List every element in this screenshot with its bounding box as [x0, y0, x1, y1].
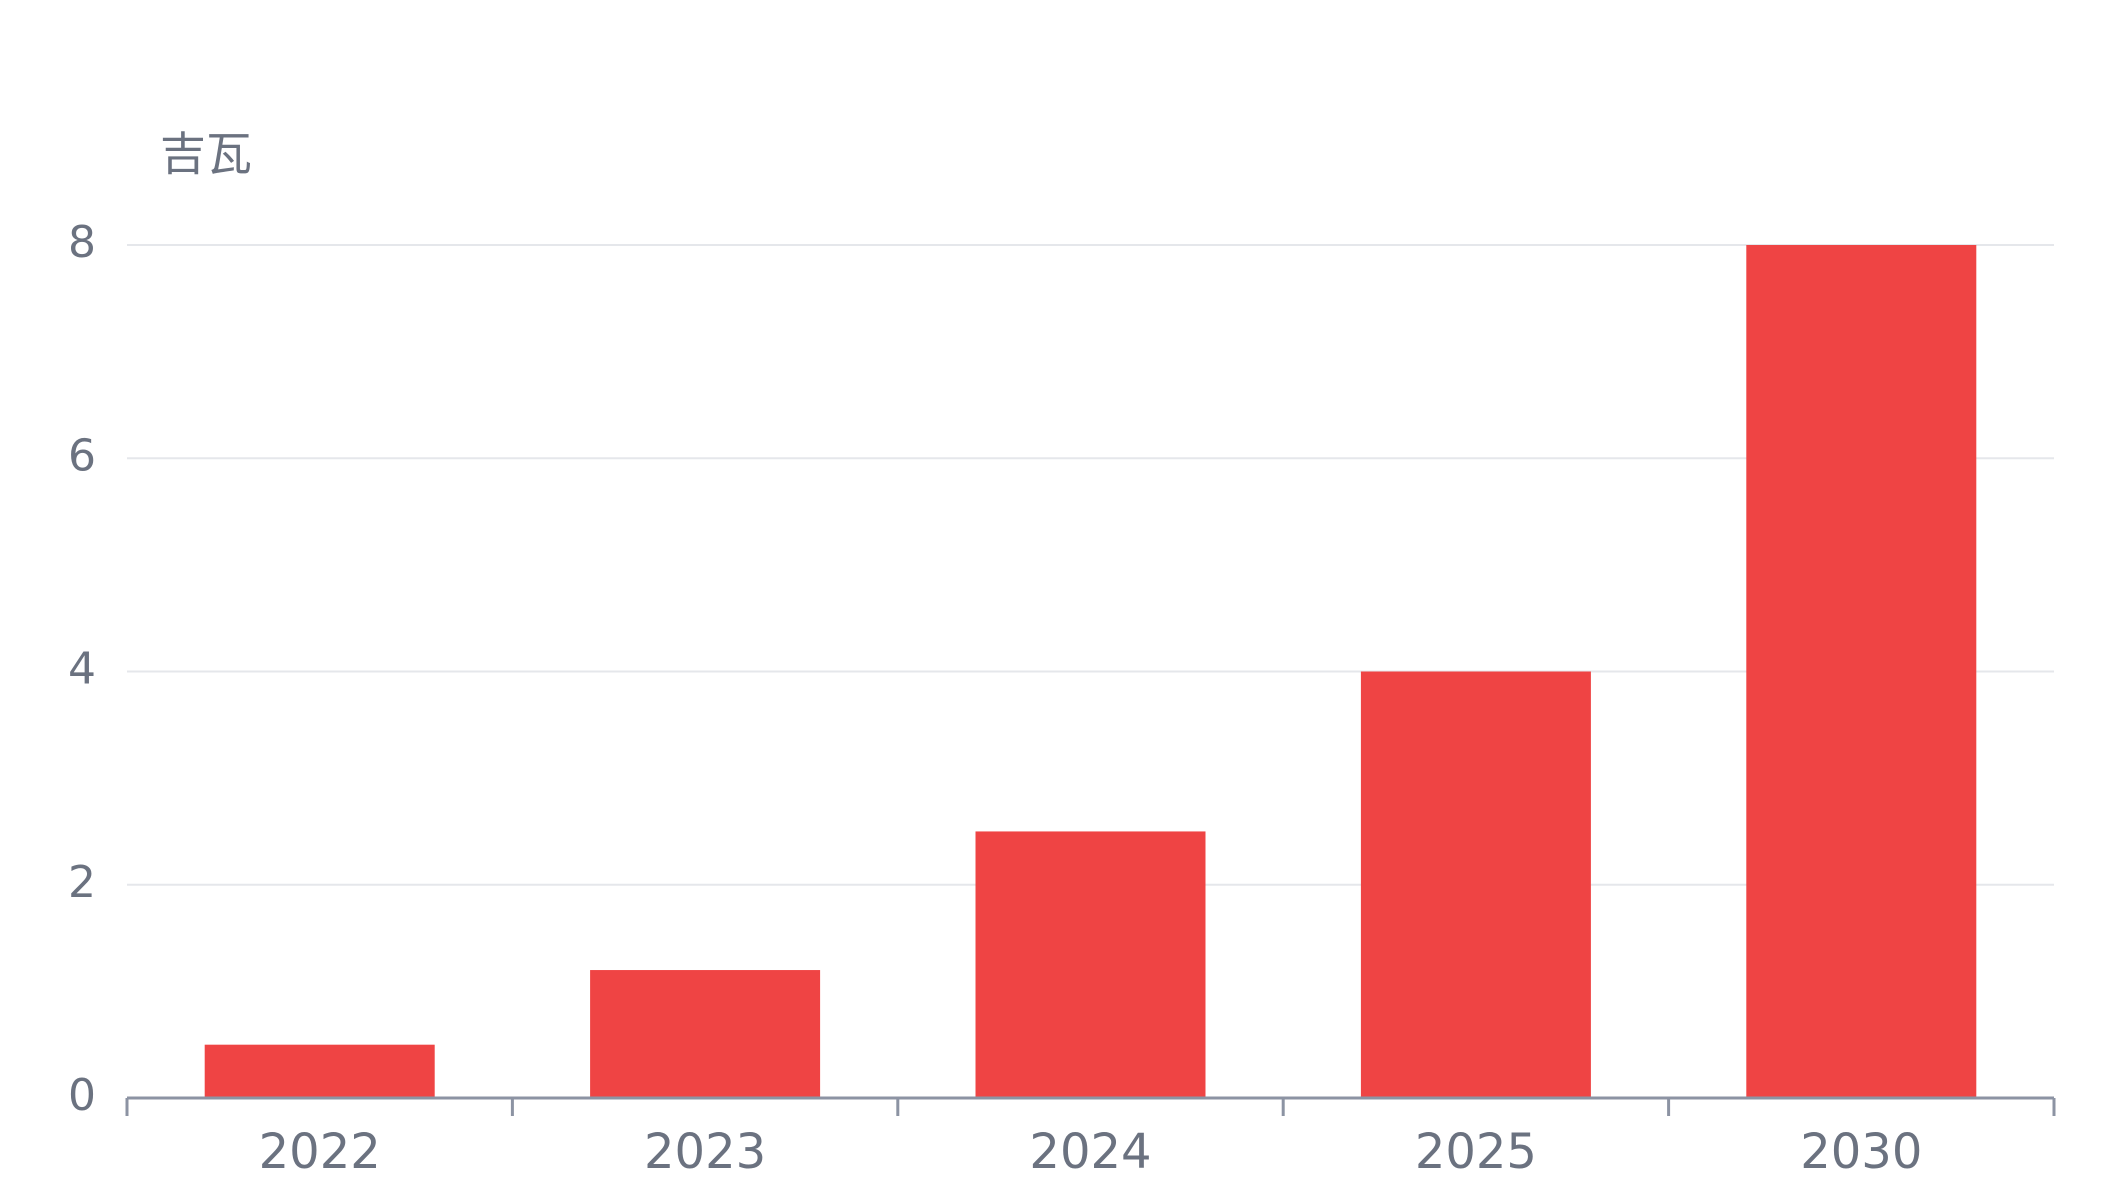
bar-2030: [1746, 245, 1977, 1098]
x-axis-tick-labels: 2022 2023 2024 2025 2030: [259, 1124, 1923, 1180]
bar-2024: [975, 831, 1206, 1098]
bar-2025: [1360, 671, 1591, 1098]
bar-2023: [590, 970, 821, 1098]
y-tick-label: 8: [68, 217, 96, 268]
x-axis: [125, 1096, 2056, 1116]
y-axis-unit-label: 吉瓦: [160, 127, 252, 181]
y-tick-label: 4: [68, 644, 96, 695]
x-tick-label: 2030: [1800, 1124, 1922, 1180]
x-tick-label: 2022: [259, 1124, 381, 1180]
bar-2022: [204, 1044, 435, 1098]
y-tick-label: 0: [68, 1070, 96, 1121]
x-tick-label: 2023: [644, 1124, 766, 1180]
x-tick-label: 2025: [1415, 1124, 1537, 1180]
x-tick-label: 2024: [1029, 1124, 1151, 1180]
y-tick-label: 6: [68, 430, 96, 481]
y-axis-tick-labels: 0 2 4 6 8: [68, 217, 96, 1121]
bars: [204, 245, 1977, 1098]
y-tick-label: 2: [68, 857, 96, 908]
